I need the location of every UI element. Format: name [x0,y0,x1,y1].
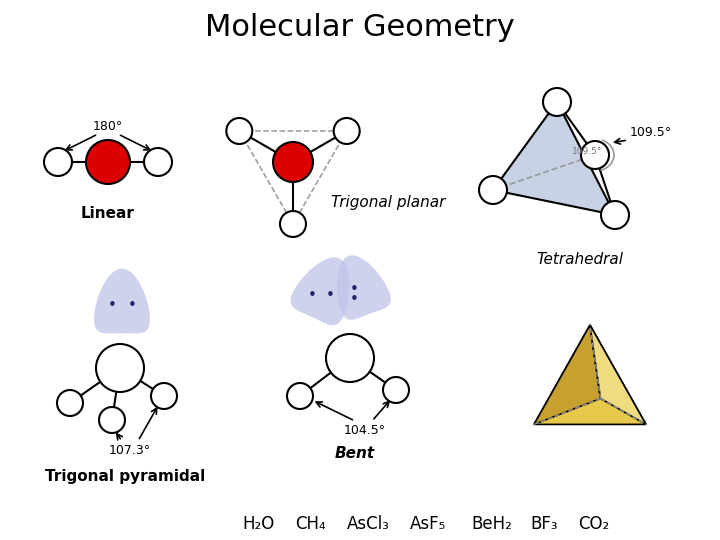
Text: H₂O: H₂O [242,515,274,533]
Circle shape [99,407,125,433]
Circle shape [581,141,609,169]
PathPatch shape [94,269,150,334]
Text: AsCl₃: AsCl₃ [346,515,390,533]
Circle shape [144,148,172,176]
Circle shape [96,344,144,392]
PathPatch shape [337,255,391,320]
Text: •: • [350,293,359,307]
Text: BeH₂: BeH₂ [472,515,513,533]
Text: Tetrahedral: Tetrahedral [536,253,624,267]
Circle shape [57,390,83,416]
Circle shape [333,118,360,144]
Circle shape [383,377,409,403]
Text: 107.3°: 107.3° [109,443,151,456]
Circle shape [326,334,374,382]
Text: 180°: 180° [93,119,123,132]
Text: CO₂: CO₂ [578,515,610,533]
Polygon shape [534,325,646,424]
Circle shape [479,176,507,204]
Text: CH₄: CH₄ [294,515,325,533]
Polygon shape [534,325,600,424]
Circle shape [226,118,252,144]
Text: •: • [307,288,316,303]
Text: 109.5°: 109.5° [572,146,602,156]
Polygon shape [590,325,646,424]
Polygon shape [493,102,615,215]
Text: •: • [350,282,359,298]
Text: Trigonal pyramidal: Trigonal pyramidal [45,469,205,483]
PathPatch shape [291,258,350,325]
Text: 109.5°: 109.5° [630,125,672,138]
Circle shape [601,201,629,229]
Text: •: • [107,299,117,314]
Text: •: • [325,288,334,303]
Circle shape [44,148,72,176]
Circle shape [543,88,571,116]
Circle shape [280,211,306,237]
Text: Linear: Linear [81,206,135,221]
Circle shape [151,383,177,409]
Text: •: • [127,299,136,314]
Text: Bent: Bent [335,447,375,462]
Text: BF₃: BF₃ [530,515,558,533]
Text: Molecular Geometry: Molecular Geometry [205,14,515,43]
Circle shape [287,383,313,409]
Circle shape [273,142,313,182]
Circle shape [86,140,130,184]
Text: AsF₅: AsF₅ [410,515,446,533]
Text: 104.5°: 104.5° [344,423,386,436]
Text: Trigonal planar: Trigonal planar [330,194,445,210]
